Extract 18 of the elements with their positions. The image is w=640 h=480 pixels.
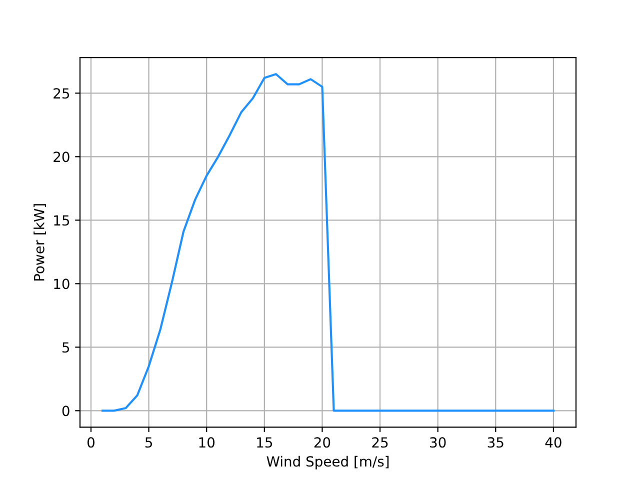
x-tick-label: 30 (430, 437, 446, 448)
line-series (102, 73, 554, 412)
x-tick-label: 35 (488, 437, 504, 448)
x-tick-label: 0 (87, 437, 94, 448)
x-tick-label: 25 (372, 437, 388, 448)
x-tick-label: 10 (199, 437, 215, 448)
x-axis-title: Wind Speed [m/s] (266, 456, 389, 470)
y-tick-label: 20 (54, 152, 70, 162)
y-tick-label: 25 (54, 88, 70, 99)
x-tick-label: 20 (314, 437, 330, 448)
x-tick-label: 40 (545, 437, 562, 448)
x-tick-label: 5 (145, 437, 152, 448)
y-tick-label: 10 (54, 278, 70, 290)
x-tick-label: 15 (257, 437, 272, 448)
y-axis-title: Power [kW] (34, 204, 46, 281)
y-tick-label: 0 (62, 406, 70, 416)
y-tick-label: 15 (54, 215, 70, 226)
y-tick-label: 5 (62, 342, 70, 353)
